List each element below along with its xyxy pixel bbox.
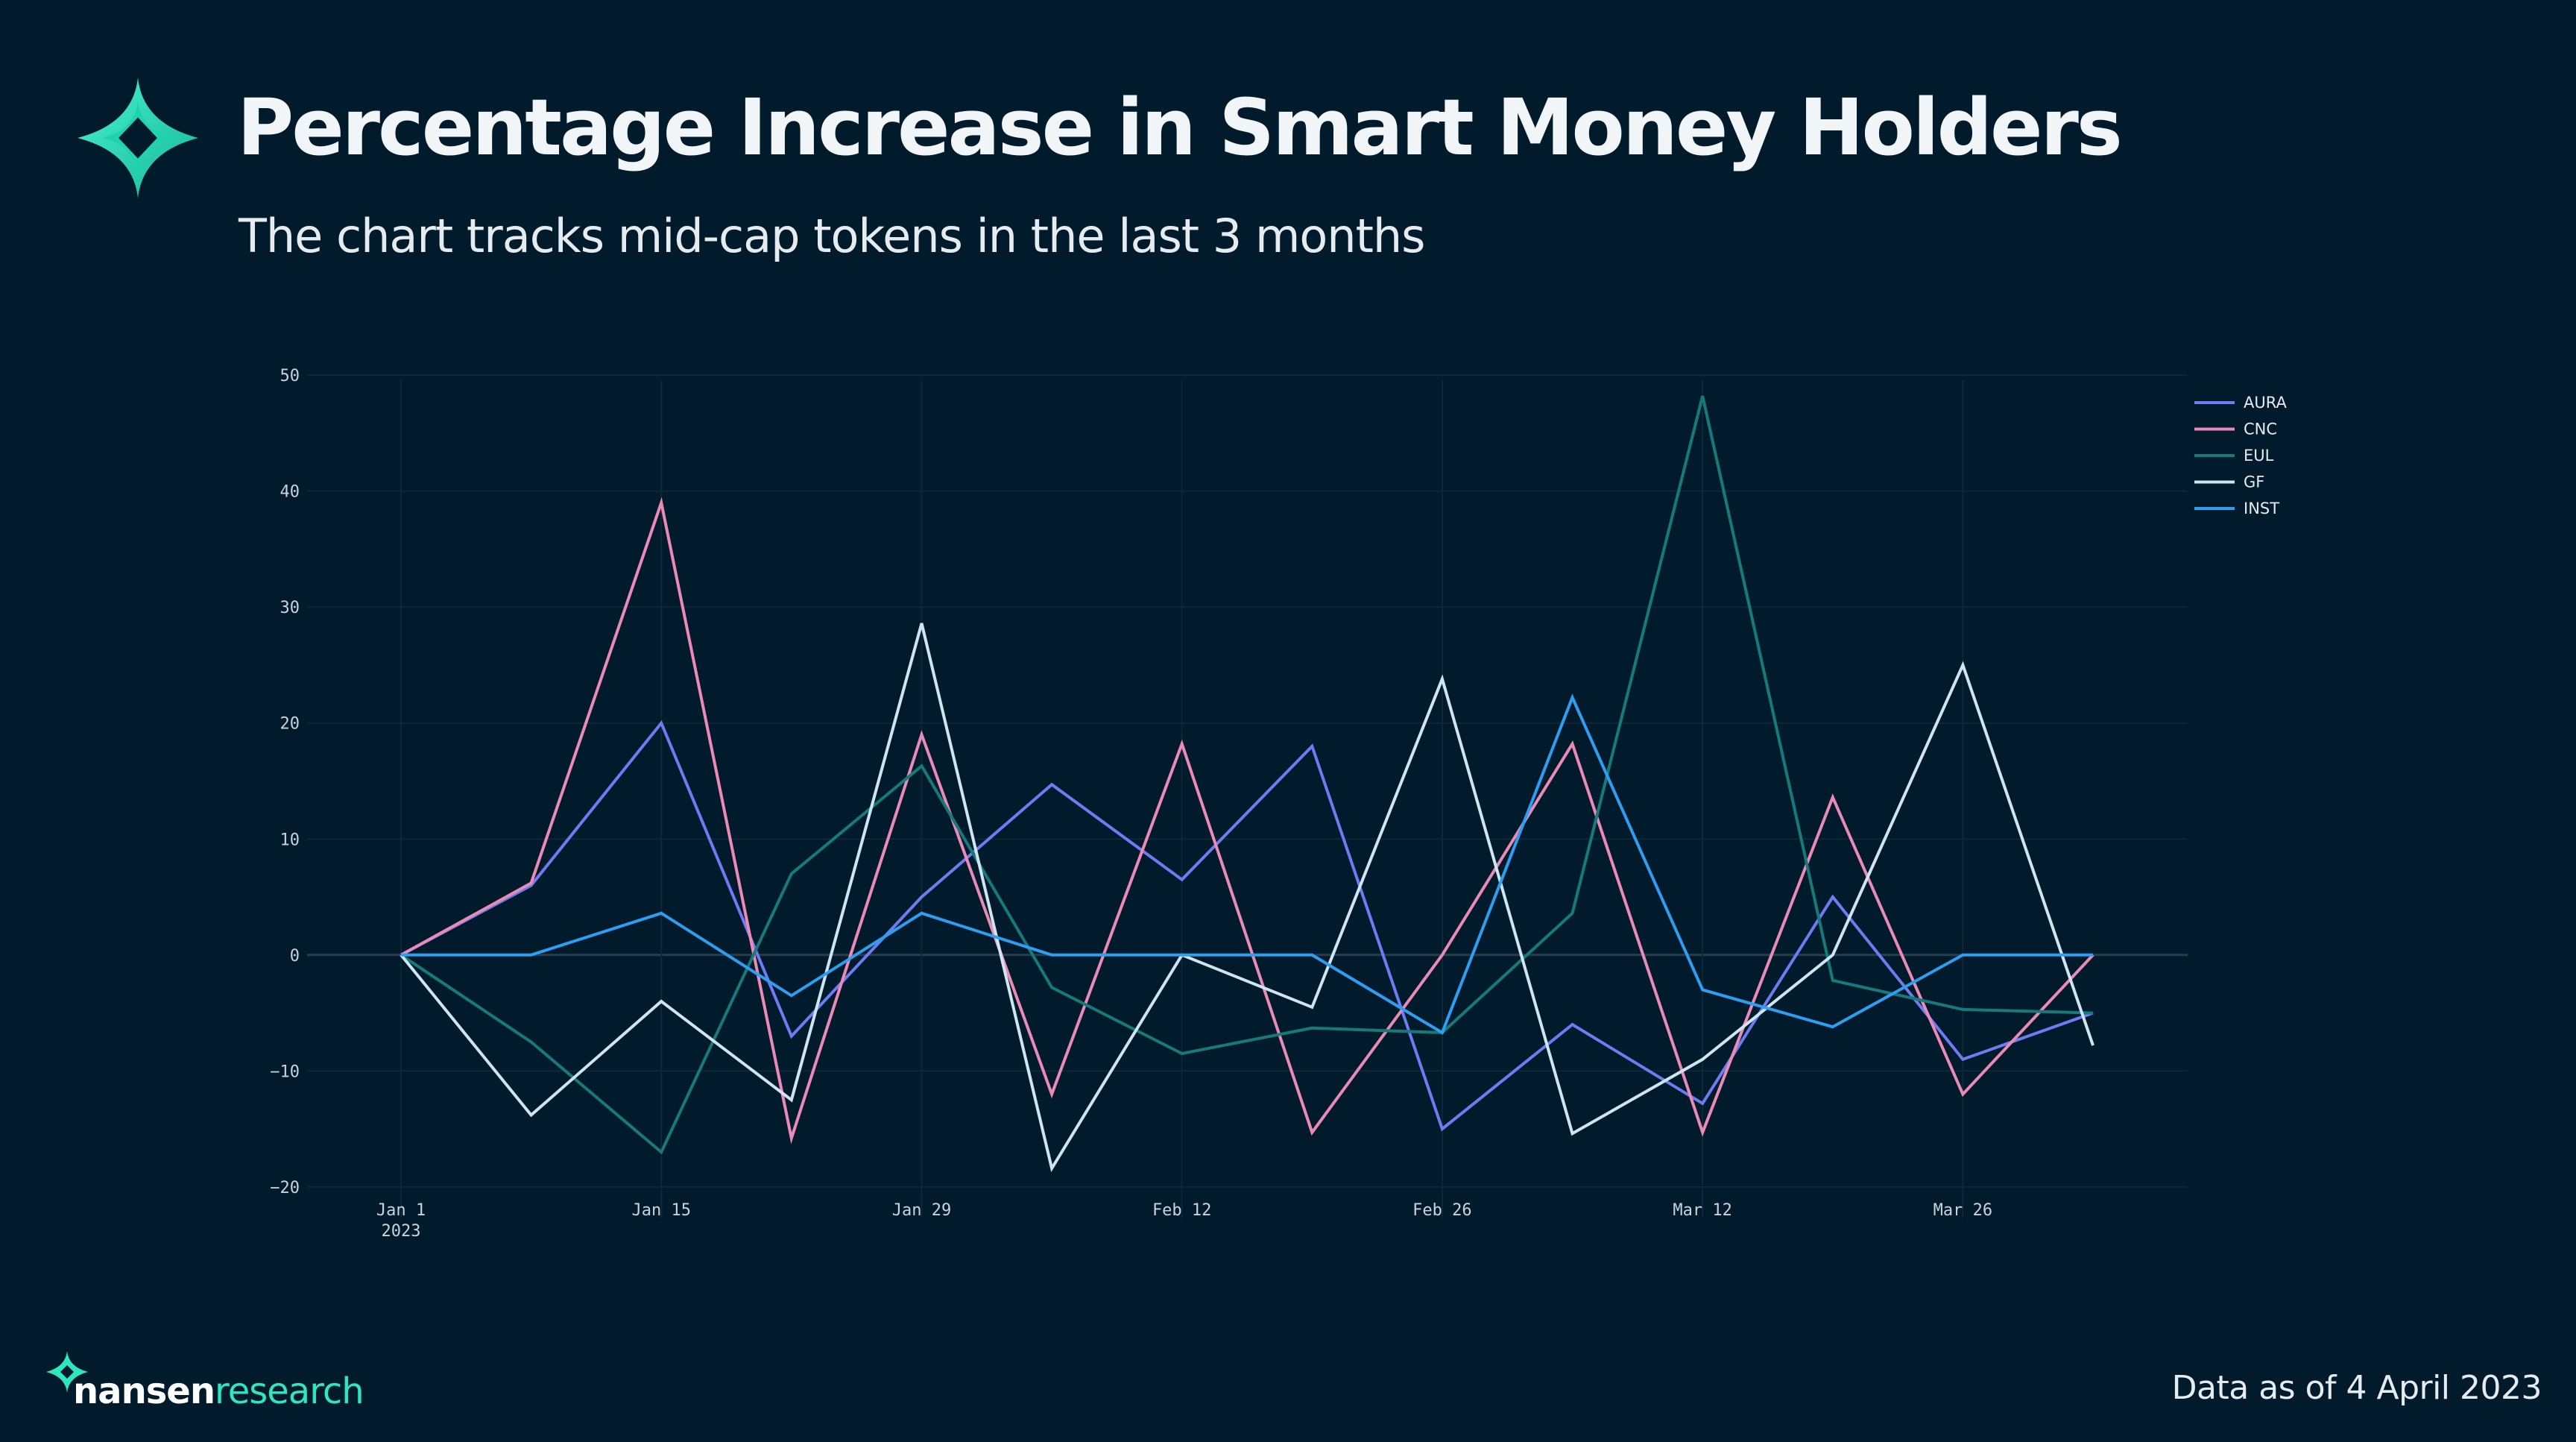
x-axis: Jan 1 2023 Jan 15 Jan 29 Feb 12 Feb 26 Mar 12 M… xyxy=(376,1201,1992,1241)
y-tick-label: 20 xyxy=(280,715,300,734)
x-tick-label: Jan 1 xyxy=(376,1201,426,1220)
brand-logo: nansenresearch xyxy=(46,1351,364,1411)
series-line-inst[interactable] xyxy=(401,693,2093,1035)
legend-label: CNC xyxy=(2244,421,2277,438)
grid xyxy=(307,374,2188,1218)
data-date-note: Data as of 4 April 2023 xyxy=(2171,1369,2542,1407)
x-tick-label: Mar 26 xyxy=(1933,1201,1992,1220)
x-tick-sublabel: 2023 xyxy=(382,1222,421,1241)
nansen-logo-icon xyxy=(78,78,198,198)
x-tick-label: Feb 26 xyxy=(1412,1201,1471,1220)
x-tick-label: Jan 29 xyxy=(892,1201,951,1220)
x-tick-label: Feb 12 xyxy=(1152,1201,1211,1220)
legend-item-inst[interactable]: INST xyxy=(2194,500,2279,517)
legend-label: EUL xyxy=(2244,447,2274,465)
series-line-aura[interactable] xyxy=(400,720,2094,1132)
legend-label: INST xyxy=(2244,500,2279,517)
y-tick-label: −10 xyxy=(270,1062,300,1081)
legend-label: AURA xyxy=(2244,394,2287,412)
page-title: Percentage Increase in Smart Money Holde… xyxy=(237,82,2123,173)
legend-label: GF xyxy=(2244,473,2264,491)
legend-item-cnc[interactable]: CNC xyxy=(2194,421,2277,438)
series-line-cnc[interactable] xyxy=(400,497,2094,1145)
y-tick-label: 10 xyxy=(280,831,300,849)
series-line-gf[interactable] xyxy=(400,623,2094,1173)
brand-secondary: research xyxy=(215,1370,364,1412)
legend-item-gf[interactable]: GF xyxy=(2194,473,2264,491)
legend-item-aura[interactable]: AURA xyxy=(2194,394,2287,412)
brand-wordmark: nansenresearch xyxy=(73,1373,364,1409)
x-tick-label: Mar 12 xyxy=(1673,1201,1731,1220)
y-axis: −20 −10 0 10 20 30 40 50 xyxy=(270,367,300,1197)
legend[interactable]: AURA CNC EUL GF INST xyxy=(2194,394,2287,517)
brand-primary: nansen xyxy=(73,1370,215,1412)
x-tick-label: Jan 15 xyxy=(631,1201,690,1220)
y-tick-label: −20 xyxy=(270,1179,300,1197)
legend-item-eul[interactable]: EUL xyxy=(2194,447,2274,465)
page-subtitle: The chart tracks mid-cap tokens in the l… xyxy=(239,209,1425,263)
series-line-eul[interactable] xyxy=(400,395,2094,1155)
nansen-mark-icon xyxy=(46,1351,88,1393)
y-tick-label: 40 xyxy=(280,483,300,502)
y-tick-label: 30 xyxy=(280,599,300,617)
y-tick-label: 50 xyxy=(280,367,300,385)
series-lines xyxy=(400,395,2094,1173)
y-tick-label: 0 xyxy=(290,947,300,966)
